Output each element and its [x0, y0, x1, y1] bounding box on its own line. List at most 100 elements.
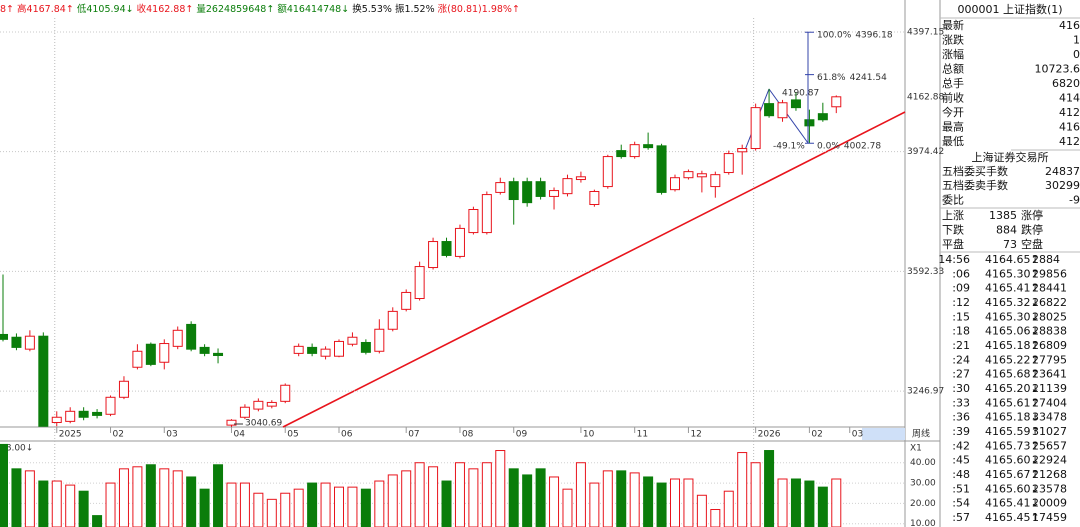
y-tick-label: 40.00: [910, 458, 936, 468]
candle-body: [804, 119, 815, 127]
volume-label: 48.00↓: [0, 444, 33, 454]
y-tick-label: 30.00: [910, 479, 936, 489]
tick-volume: 27795: [1032, 353, 1067, 366]
tick-time: :27: [952, 368, 970, 381]
volume-bar: [454, 462, 465, 527]
tick-volume: 26822: [1032, 296, 1067, 309]
volume-bar: [549, 476, 560, 527]
breadth-label: 平盘: [942, 237, 964, 251]
tick-price: 4164.65↑: [985, 253, 1040, 266]
volume-bar: [575, 462, 586, 527]
candle-body: [589, 190, 600, 206]
quote-label: 前收: [942, 91, 964, 105]
tick-time: :51: [952, 482, 970, 495]
header-item: 高4167.84↑: [17, 3, 74, 15]
tick-volume: 17459: [1032, 511, 1067, 524]
tick-price: 4165.60↓: [985, 454, 1040, 467]
fib-swing: [768, 88, 809, 144]
candle-body: [51, 416, 62, 423]
candle-body: [737, 148, 748, 153]
quote-value: 412: [1059, 135, 1080, 148]
candle-body: [549, 190, 560, 197]
candle-body: [750, 107, 761, 150]
volume-bar: [38, 480, 49, 527]
tick-volume: 28441: [1032, 282, 1067, 295]
candle-body: [253, 400, 264, 410]
y-tick-label: 10.00: [910, 519, 936, 527]
volume-bar: [602, 470, 613, 527]
candle-body: [387, 310, 398, 330]
candle-body: [817, 113, 828, 121]
volume-bar: [374, 480, 385, 527]
volume-bar: [172, 470, 183, 527]
volume-bar: [226, 482, 237, 527]
order-value: 30299: [1045, 179, 1080, 192]
panel-title: 000001 上证指数(1): [957, 2, 1062, 16]
tick-volume: 23641: [1032, 368, 1067, 381]
quote-value: 10723.6: [1035, 63, 1080, 76]
quote-label: 总额: [942, 62, 964, 76]
candle-body: [454, 227, 465, 257]
header-item: 收4162.88↑: [137, 3, 194, 15]
candles: [0, 88, 842, 427]
tick-time: :45: [952, 454, 970, 467]
period-label: 周线: [912, 428, 930, 440]
tick-volume: 29856: [1032, 267, 1067, 280]
candle-body: [78, 410, 89, 418]
high-annotation: 4190.87: [782, 89, 819, 99]
header-item: 额416414748↓: [277, 3, 349, 15]
volume-bar: [24, 470, 35, 527]
candle-body: [65, 410, 76, 422]
x-tick-label: 02: [113, 430, 124, 440]
order-label: 五档委买手数: [942, 164, 1008, 178]
breadth-count: 884: [996, 224, 1017, 237]
volume-bar: [65, 484, 76, 527]
volume-bar: [723, 490, 734, 527]
candle-body: [441, 241, 452, 256]
x-tick-label: 04: [233, 430, 245, 440]
candle-body: [0, 333, 8, 340]
tick-price: 4165.20↓: [985, 382, 1040, 395]
tick-price: 4165.60↓: [985, 482, 1040, 495]
y-tick-label: 3246.97: [907, 387, 944, 397]
volume-bar: [266, 498, 277, 527]
volume-bar: [186, 476, 197, 527]
volume-bar: [199, 488, 210, 527]
tick-time: :57: [952, 511, 970, 524]
candle-body: [92, 411, 103, 416]
fib-value: 4396.18: [855, 31, 892, 41]
volume-bar: [145, 464, 156, 527]
volume-bar: [213, 464, 224, 527]
tick-time: :15: [952, 310, 970, 323]
volume-bar: [616, 470, 627, 527]
candle-body: [428, 241, 439, 269]
y-tick-label: 3592.33: [907, 267, 944, 277]
y-tick-label: 20.00: [910, 499, 936, 509]
candle-body: [575, 176, 586, 181]
tick-time: :42: [952, 439, 970, 452]
x-tick-label: 02: [811, 430, 822, 440]
header-item: 低4105.94↓: [77, 3, 134, 15]
tick-time: :24: [952, 353, 970, 366]
tick-price: 4165.67↑: [985, 468, 1040, 481]
volume-bar: [0, 443, 8, 527]
volume-bar: [495, 450, 506, 527]
tick-price: 4165.45↑: [985, 511, 1040, 524]
order-value: 24837: [1045, 165, 1080, 178]
candle-body: [11, 336, 22, 348]
quote-value: 0: [1073, 48, 1080, 61]
tick-volume: 28838: [1032, 325, 1067, 338]
volume-bar: [132, 466, 143, 527]
tick-time: :12: [952, 296, 970, 309]
x-tick-label: 11: [637, 430, 648, 440]
candle-body: [145, 343, 156, 365]
volume-bar: [831, 478, 842, 527]
candle-body: [374, 328, 385, 352]
tick-time: :54: [952, 497, 970, 510]
tick-price: 4165.59↑: [985, 425, 1040, 438]
tick-volume: 26809: [1032, 339, 1067, 352]
candle-body: [777, 102, 788, 119]
tick-time: 14:56: [938, 253, 970, 266]
candle-body: [307, 346, 318, 354]
